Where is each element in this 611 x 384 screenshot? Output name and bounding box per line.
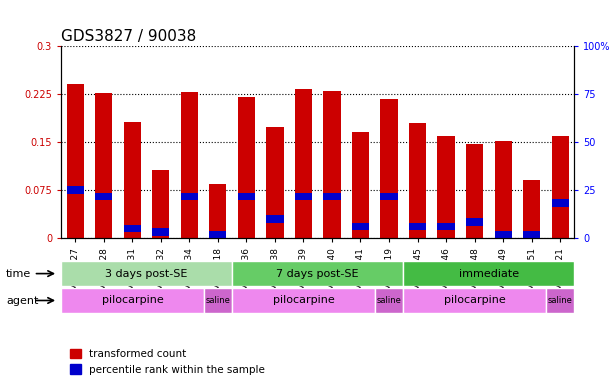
Bar bbox=[95, 193, 112, 200]
Text: saline: saline bbox=[205, 296, 230, 305]
Bar bbox=[238, 193, 255, 200]
Bar bbox=[181, 92, 198, 238]
Bar bbox=[494, 141, 511, 238]
Bar bbox=[266, 215, 284, 223]
Text: 3 days post-SE: 3 days post-SE bbox=[106, 268, 188, 279]
Bar bbox=[409, 223, 426, 230]
Text: agent: agent bbox=[6, 296, 38, 306]
Bar bbox=[124, 225, 141, 232]
Bar bbox=[295, 89, 312, 238]
FancyBboxPatch shape bbox=[546, 288, 574, 313]
Text: GDS3827 / 90038: GDS3827 / 90038 bbox=[61, 28, 196, 43]
FancyBboxPatch shape bbox=[203, 288, 232, 313]
FancyBboxPatch shape bbox=[232, 261, 403, 286]
Bar bbox=[124, 122, 141, 238]
Bar bbox=[95, 93, 112, 238]
Text: saline: saline bbox=[376, 296, 401, 305]
FancyBboxPatch shape bbox=[403, 261, 574, 286]
Text: pilocarpine: pilocarpine bbox=[444, 295, 505, 306]
FancyBboxPatch shape bbox=[403, 288, 546, 313]
Text: pilocarpine: pilocarpine bbox=[273, 295, 334, 306]
Bar bbox=[181, 193, 198, 200]
Bar bbox=[210, 184, 227, 238]
Bar bbox=[266, 127, 284, 238]
Text: pilocarpine: pilocarpine bbox=[101, 295, 163, 306]
FancyBboxPatch shape bbox=[61, 261, 232, 286]
Bar bbox=[323, 193, 340, 200]
Bar bbox=[238, 97, 255, 238]
Bar bbox=[152, 170, 169, 238]
Text: time: time bbox=[6, 269, 31, 279]
Text: immediate: immediate bbox=[459, 268, 519, 279]
Bar bbox=[466, 218, 483, 226]
Legend: transformed count, percentile rank within the sample: transformed count, percentile rank withi… bbox=[67, 345, 269, 379]
Text: 7 days post-SE: 7 days post-SE bbox=[276, 268, 359, 279]
Bar bbox=[409, 123, 426, 238]
Bar bbox=[494, 231, 511, 239]
Bar bbox=[552, 199, 569, 207]
Bar bbox=[323, 91, 340, 238]
Bar bbox=[381, 99, 398, 238]
Bar bbox=[437, 136, 455, 238]
Bar bbox=[152, 228, 169, 235]
Bar bbox=[381, 193, 398, 200]
Bar bbox=[210, 231, 227, 239]
Bar bbox=[437, 223, 455, 230]
Bar bbox=[523, 231, 540, 239]
FancyBboxPatch shape bbox=[61, 288, 203, 313]
Bar bbox=[352, 223, 369, 230]
FancyBboxPatch shape bbox=[232, 288, 375, 313]
Bar bbox=[295, 193, 312, 200]
FancyBboxPatch shape bbox=[375, 288, 403, 313]
Bar bbox=[523, 180, 540, 238]
Text: saline: saline bbox=[547, 296, 573, 305]
Bar bbox=[67, 186, 84, 194]
Bar bbox=[552, 136, 569, 238]
Bar bbox=[352, 132, 369, 238]
Bar bbox=[466, 144, 483, 238]
Bar bbox=[67, 84, 84, 238]
